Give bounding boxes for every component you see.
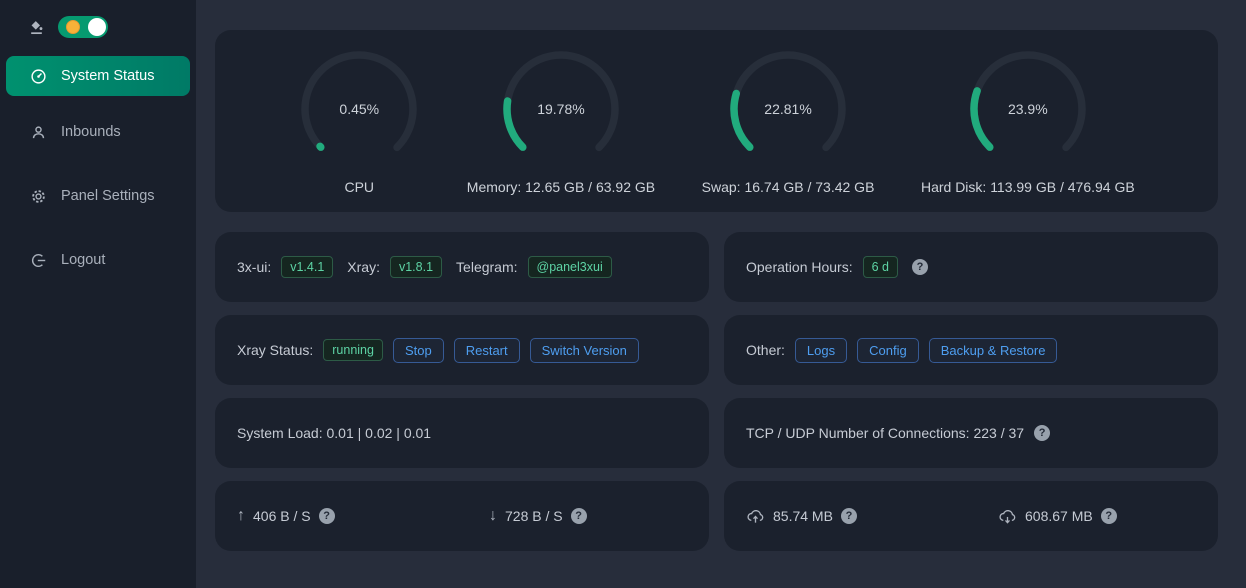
cloud-upload-icon bbox=[746, 508, 765, 524]
app-version-label: 3x-ui: bbox=[237, 259, 272, 275]
help-icon[interactable]: ? bbox=[1100, 508, 1117, 524]
sidebar-item-panel-settings[interactable]: Panel Settings bbox=[6, 176, 190, 216]
gauge-swap: 22.81% Swap: 16.74 GB / 73.42 GB bbox=[701, 48, 875, 195]
logs-button[interactable]: Logs bbox=[794, 337, 848, 363]
operation-hours-label: Operation Hours: bbox=[746, 259, 853, 275]
stop-button[interactable]: Stop bbox=[392, 337, 444, 363]
telegram-label: Telegram: bbox=[456, 259, 518, 275]
sidebar-item-inbounds[interactable]: Inbounds bbox=[6, 112, 190, 152]
total-download-value: 608.67 MB bbox=[1025, 508, 1093, 524]
telegram-handle-tag[interactable]: @panel3xui bbox=[527, 256, 612, 278]
resource-gauges-card: 0.45% CPU 19.78% Memory: 12.65 GB / 63.9… bbox=[215, 30, 1218, 212]
sidebar-item-label: Panel Settings bbox=[61, 188, 155, 204]
xray-status-badge: running bbox=[323, 339, 383, 361]
disk-percent: 23.9% bbox=[1007, 100, 1048, 117]
sidebar-item-label: Logout bbox=[61, 252, 106, 268]
app-version-tag[interactable]: v1.4.1 bbox=[281, 256, 334, 278]
upload-speed-value: 406 B / S bbox=[253, 508, 311, 524]
other-actions-card: Other: Logs Config Backup & Restore bbox=[724, 315, 1218, 385]
connections-card: TCP / UDP Number of Connections: 223 / 3… bbox=[724, 398, 1218, 468]
sidebar: System Status Inbounds bbox=[0, 0, 196, 588]
memory-percent: 19.78% bbox=[537, 100, 585, 117]
sidebar-item-label: Inbounds bbox=[61, 124, 121, 140]
help-icon[interactable]: ? bbox=[1034, 425, 1051, 441]
sidebar-menu: System Status Inbounds bbox=[0, 52, 196, 292]
config-button[interactable]: Config bbox=[857, 337, 919, 363]
total-upload: 85.74 MB ? bbox=[724, 508, 966, 524]
help-icon[interactable]: ? bbox=[840, 508, 857, 524]
sidebar-item-label: System Status bbox=[61, 68, 155, 84]
arrow-down-icon: ↓ bbox=[489, 507, 497, 524]
gauge-memory: 19.78% Memory: 12.65 GB / 63.92 GB bbox=[467, 48, 655, 195]
main-content: 0.45% CPU 19.78% Memory: 12.65 GB / 63.9… bbox=[196, 0, 1246, 588]
sidebar-item-logout[interactable]: Logout bbox=[6, 240, 190, 280]
arrow-up-icon: ↑ bbox=[237, 507, 245, 524]
sidebar-theme-row bbox=[0, 16, 196, 52]
cpu-gauge-ring: 0.45% bbox=[298, 48, 420, 170]
download-speed-value: 728 B / S bbox=[505, 508, 563, 524]
restart-button[interactable]: Restart bbox=[453, 337, 520, 363]
operation-hours-value-tag: 6 d bbox=[862, 256, 898, 278]
other-label: Other: bbox=[746, 342, 785, 358]
cpu-label: CPU bbox=[344, 178, 375, 195]
logout-icon bbox=[30, 252, 47, 269]
disk-gauge-ring: 23.9% bbox=[967, 48, 1089, 170]
cloud-download-icon bbox=[998, 508, 1017, 524]
swap-gauge-ring: 22.81% bbox=[727, 48, 849, 170]
net-total-card: 85.74 MB ? 608.67 MB ? bbox=[724, 481, 1218, 551]
cpu-percent: 0.45% bbox=[339, 100, 380, 117]
gear-icon bbox=[30, 188, 47, 205]
help-icon[interactable]: ? bbox=[570, 508, 587, 524]
swap-percent: 22.81% bbox=[764, 100, 812, 117]
dark-mode-toggle[interactable] bbox=[58, 16, 108, 38]
upload-speed: ↑ 406 B / S ? bbox=[215, 507, 457, 525]
sun-icon bbox=[66, 20, 80, 34]
swap-label: Swap: 16.74 GB / 73.42 GB bbox=[701, 178, 875, 195]
xray-status-card: Xray Status: running Stop Restart Switch… bbox=[215, 315, 709, 385]
user-icon bbox=[30, 124, 47, 141]
system-load-text: System Load: 0.01 | 0.02 | 0.01 bbox=[237, 425, 432, 441]
switch-version-button[interactable]: Switch Version bbox=[529, 337, 639, 363]
versions-card: 3x-ui: v1.4.1 Xray: v1.8.1 Telegram: @pa… bbox=[215, 232, 709, 302]
net-speed-card: ↑ 406 B / S ? ↓ 728 B / S ? bbox=[215, 481, 709, 551]
download-speed: ↓ 728 B / S ? bbox=[467, 507, 709, 525]
disk-label: Hard Disk: 113.99 GB / 476.94 GB bbox=[920, 178, 1135, 195]
memory-label: Memory: 12.65 GB / 63.92 GB bbox=[466, 178, 656, 195]
xray-status-label: Xray Status: bbox=[237, 342, 314, 358]
total-upload-value: 85.74 MB bbox=[773, 508, 833, 524]
sidebar-item-system-status[interactable]: System Status bbox=[6, 56, 190, 96]
dashboard-icon bbox=[30, 68, 47, 85]
operation-hours-card: Operation Hours: 6 d ? bbox=[724, 232, 1218, 302]
memory-gauge-ring: 19.78% bbox=[500, 48, 622, 170]
theme-colors-icon bbox=[28, 19, 45, 36]
gauge-cpu: 0.45% CPU bbox=[298, 48, 420, 195]
backup-restore-button[interactable]: Backup & Restore bbox=[928, 337, 1058, 363]
xray-version-label: Xray: bbox=[347, 259, 380, 275]
help-icon[interactable]: ? bbox=[318, 508, 335, 524]
toggle-knob bbox=[88, 18, 106, 36]
help-icon[interactable]: ? bbox=[912, 259, 928, 275]
info-card-grid: 3x-ui: v1.4.1 Xray: v1.8.1 Telegram: @pa… bbox=[215, 232, 1218, 551]
gauge-disk: 23.9% Hard Disk: 113.99 GB / 476.94 GB bbox=[921, 48, 1135, 195]
xray-version-tag[interactable]: v1.8.1 bbox=[389, 256, 443, 278]
system-load-card: System Load: 0.01 | 0.02 | 0.01 bbox=[215, 398, 709, 468]
total-download: 608.67 MB ? bbox=[976, 508, 1218, 524]
connections-text: TCP / UDP Number of Connections: 223 / 3… bbox=[746, 425, 1025, 441]
